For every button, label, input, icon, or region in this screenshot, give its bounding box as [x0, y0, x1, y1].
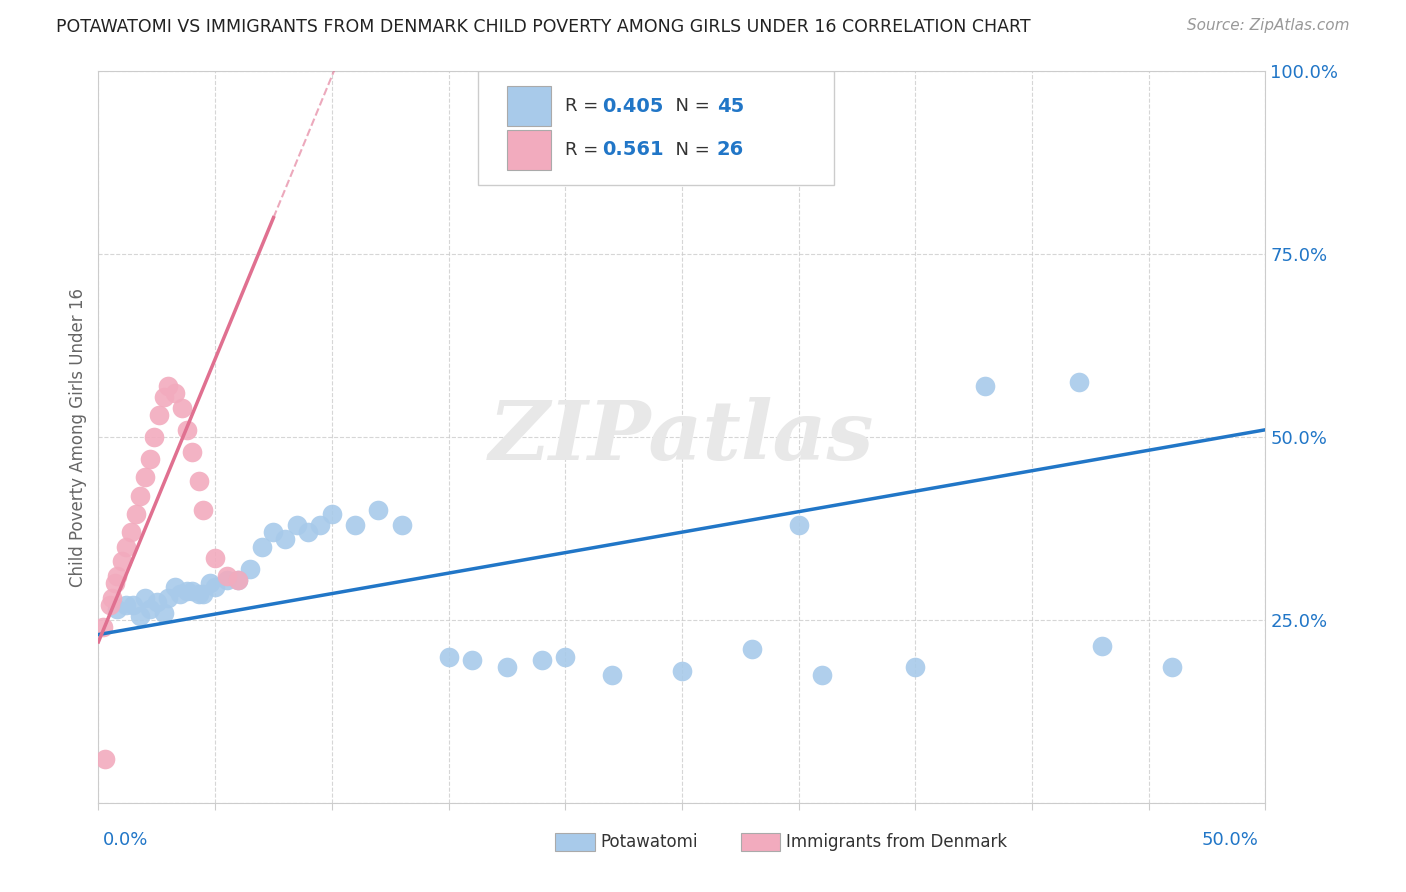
Point: [1067, 376, 1090, 390]
Point: [187, 587, 209, 601]
Point: [215, 569, 238, 583]
Point: [157, 591, 180, 605]
FancyBboxPatch shape: [508, 87, 551, 127]
Point: [180, 583, 202, 598]
Text: 50.0%: 50.0%: [1202, 831, 1258, 849]
Point: [250, 540, 273, 554]
Point: [274, 533, 297, 547]
Point: [148, 408, 170, 422]
Point: [204, 580, 226, 594]
Point: [309, 517, 332, 532]
Point: [129, 489, 152, 503]
Point: [437, 649, 460, 664]
Point: [671, 664, 693, 678]
Point: [391, 517, 413, 532]
Point: [165, 386, 187, 401]
Point: [134, 470, 156, 484]
Point: [600, 667, 623, 681]
Point: [143, 430, 166, 444]
Point: [165, 580, 187, 594]
Point: [101, 591, 124, 605]
Text: 45: 45: [717, 97, 744, 116]
Point: [461, 653, 484, 667]
Point: [146, 594, 169, 608]
Point: [105, 602, 128, 616]
FancyBboxPatch shape: [508, 129, 551, 169]
Point: [496, 660, 519, 674]
Point: [98, 599, 121, 613]
Text: Potawatomi: Potawatomi: [600, 833, 697, 851]
Point: [787, 517, 810, 532]
Y-axis label: Child Poverty Among Girls Under 16: Child Poverty Among Girls Under 16: [69, 287, 87, 587]
Text: N =: N =: [665, 141, 716, 159]
Point: [239, 562, 262, 576]
Point: [176, 423, 198, 437]
Point: [285, 517, 308, 532]
Text: 0.405: 0.405: [603, 97, 664, 116]
Point: [139, 602, 162, 616]
FancyBboxPatch shape: [478, 71, 834, 185]
Point: [176, 583, 198, 598]
Text: R =: R =: [565, 141, 605, 159]
Point: [139, 452, 162, 467]
Text: Source: ZipAtlas.com: Source: ZipAtlas.com: [1187, 18, 1350, 33]
Text: 0.561: 0.561: [603, 140, 664, 160]
Point: [297, 525, 319, 540]
Point: [125, 507, 148, 521]
Point: [104, 576, 127, 591]
Point: [974, 379, 997, 393]
Point: [204, 550, 226, 565]
Point: [115, 540, 138, 554]
Point: [152, 390, 174, 404]
Text: POTAWATOMI VS IMMIGRANTS FROM DENMARK CHILD POVERTY AMONG GIRLS UNDER 16 CORRELA: POTAWATOMI VS IMMIGRANTS FROM DENMARK CH…: [56, 18, 1031, 36]
Text: R =: R =: [565, 97, 605, 115]
Point: [169, 587, 191, 601]
Point: [152, 606, 174, 620]
Point: [122, 599, 145, 613]
Point: [200, 576, 222, 591]
Point: [554, 649, 576, 664]
Text: ZIPatlas: ZIPatlas: [489, 397, 875, 477]
Point: [134, 591, 156, 605]
Point: [94, 752, 117, 766]
Point: [180, 444, 202, 458]
Point: [105, 569, 128, 583]
Text: N =: N =: [665, 97, 716, 115]
Point: [157, 379, 180, 393]
Point: [120, 525, 142, 540]
Point: [115, 599, 138, 613]
Point: [215, 573, 238, 587]
Point: [344, 517, 367, 532]
Point: [91, 620, 114, 634]
Text: 26: 26: [717, 140, 744, 160]
Point: [811, 667, 834, 681]
Point: [193, 503, 215, 517]
Point: [1161, 660, 1184, 674]
Point: [321, 507, 343, 521]
Text: Immigrants from Denmark: Immigrants from Denmark: [786, 833, 1007, 851]
Point: [172, 401, 194, 415]
Point: [367, 503, 389, 517]
Point: [904, 660, 927, 674]
Point: [228, 573, 250, 587]
Point: [530, 653, 553, 667]
Text: 0.0%: 0.0%: [103, 831, 148, 849]
Point: [741, 642, 763, 657]
Point: [187, 474, 209, 488]
Point: [111, 554, 134, 568]
Point: [228, 573, 250, 587]
Point: [1091, 639, 1114, 653]
Point: [193, 587, 215, 601]
Point: [262, 525, 284, 540]
Point: [129, 609, 152, 624]
